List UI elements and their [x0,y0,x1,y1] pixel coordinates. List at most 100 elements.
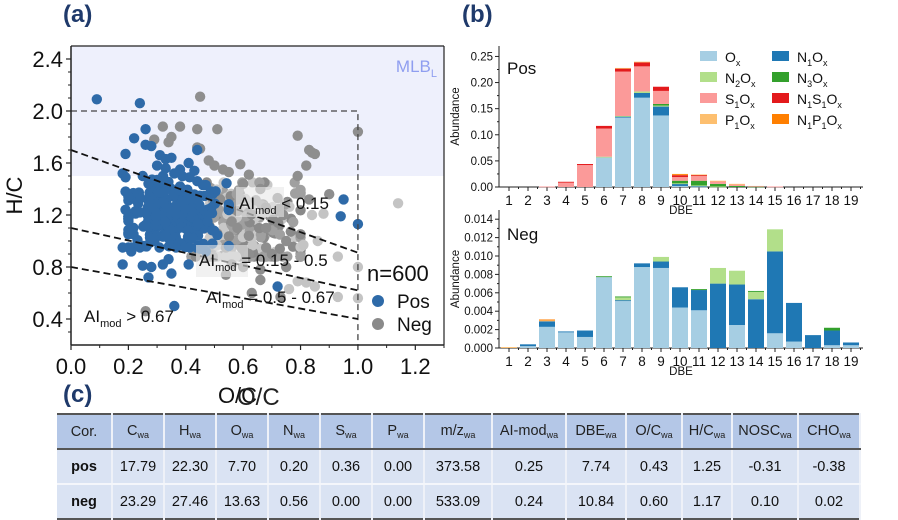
data-point [151,160,163,171]
bar-segment-n3ox [824,327,840,331]
bar-segment-n2ox [748,291,764,300]
bar-stack [729,270,745,348]
bar-stack [710,180,726,188]
x-tick-label: 8 [638,354,646,369]
bar-segment-n3ox [691,180,707,186]
legend-label-neg: Neg [397,315,432,336]
data-point [243,230,255,241]
legend-sub: 1 [734,121,739,131]
legend-text: S [725,91,734,107]
data-point [275,291,286,303]
bar-segment-s1ox [539,186,555,188]
legend-sub: 1 [821,121,826,131]
x-tick-label: 6 [600,354,608,369]
bar-segment-ox [596,157,612,187]
data-point [235,159,246,170]
data-point [123,224,134,236]
y-tick-label: 2.0 [32,99,63,124]
x-tick-label: 3 [543,354,551,369]
legend-label-ox: Ox [725,49,741,68]
x-tick-label: 10 [672,193,687,208]
x-tick-label: 7 [619,354,627,369]
table-cell: 0.56 [268,484,321,519]
table-cell: 0.25 [492,449,567,485]
header-main: Cor. [70,423,98,440]
x-axis-label: O/C [218,383,257,408]
bar-stack [691,289,707,348]
data-point [163,241,175,252]
data-point [91,94,103,105]
x-tick-label: 18 [824,193,839,208]
panel-a-label: (a) [63,1,93,28]
legend-swatch-n1p1ox [772,114,789,124]
legend-sub: x [823,79,828,89]
header-sub: wa [397,430,409,440]
legend-sub: x [837,121,842,131]
bar-stack [767,186,783,188]
data-point [143,178,154,189]
data-point [150,210,161,222]
table-cell: 0.43 [626,449,683,485]
header-main: m/z [440,423,464,439]
column-header-cho: CHOwa [798,414,861,450]
y-axis-label: Abundance [450,87,462,145]
table-cell: 0.20 [268,449,321,485]
column-header-p: Pwa [372,414,425,450]
table-cell: 0.10 [732,484,799,519]
legend-label-s1ox: S1Ox [725,91,755,110]
x-tick-label: 11 [692,354,706,369]
x-tick-label: 5 [581,193,589,208]
y-tick-label: 1.6 [32,151,63,176]
bar-segment-ox [691,310,707,348]
bar-segment-n2ox [653,105,669,107]
data-point [160,163,171,174]
bar-segment-p1ox [691,174,707,176]
x-tick-label: 3 [543,193,551,208]
table-cell: 1.17 [682,484,733,519]
data-point [332,251,344,262]
summary-table: Cor. Cwa Hwa Owa Nwa Swa Pwa m/zwa AI-modwa DBEwa… [57,413,861,520]
legend-sub: x [823,58,828,68]
legend-text: O [739,91,750,107]
bar-segment-s1ox [653,90,669,104]
bar-segment-ox [634,267,650,348]
x-axis-label: DBE [669,366,693,378]
data-point [192,218,203,229]
table-cell: -0.31 [732,449,799,485]
bar-segment-ox [615,117,631,187]
bar-segment-n3ox [748,290,764,292]
bar-segment-n1s1ox [634,62,650,67]
table-cell: 0.60 [626,484,683,519]
ai-label-4-main: AI [84,307,100,326]
header-sub: wa [345,430,357,440]
y-tick-label: 0.00 [471,182,493,194]
bar-segment-p1ox [501,347,517,348]
data-point [134,98,146,109]
x-tick-label: 1.0 [343,354,374,379]
legend-text: N [797,112,807,128]
header-sub: wa [780,430,792,440]
mlb-label-main: MLB [396,57,431,76]
bar-segment-n2ox [672,183,688,185]
data-point [170,208,182,220]
data-point [140,219,151,231]
bar-segment-n1ox [520,344,536,347]
table-cell: 0.00 [320,484,373,519]
x-tick-label: 17 [805,193,820,208]
bar-stack [710,267,726,348]
data-point [338,194,349,205]
x-tick-label: 14 [748,193,764,208]
table-cell: 533.09 [424,484,493,519]
bar-segment-p1ox [672,174,688,176]
data-point [192,124,203,135]
bar-segment-n2ox [691,185,707,187]
data-point [352,126,364,137]
legend-text: N [725,70,735,86]
column-header-ai-mod: AI-modwa [492,414,567,450]
bar-segment-n1ox [615,116,631,118]
header-main: O [230,423,242,439]
ai-label-1: AImod < 0.15 [239,194,329,217]
bar-chart-pos: 0.000.050.100.150.200.251 2 3 4 5 6 7 8 9 10 11 12 1… [450,46,863,217]
panel-b-label: (b) [462,1,493,28]
column-header-m-z: m/zwa [424,414,493,450]
